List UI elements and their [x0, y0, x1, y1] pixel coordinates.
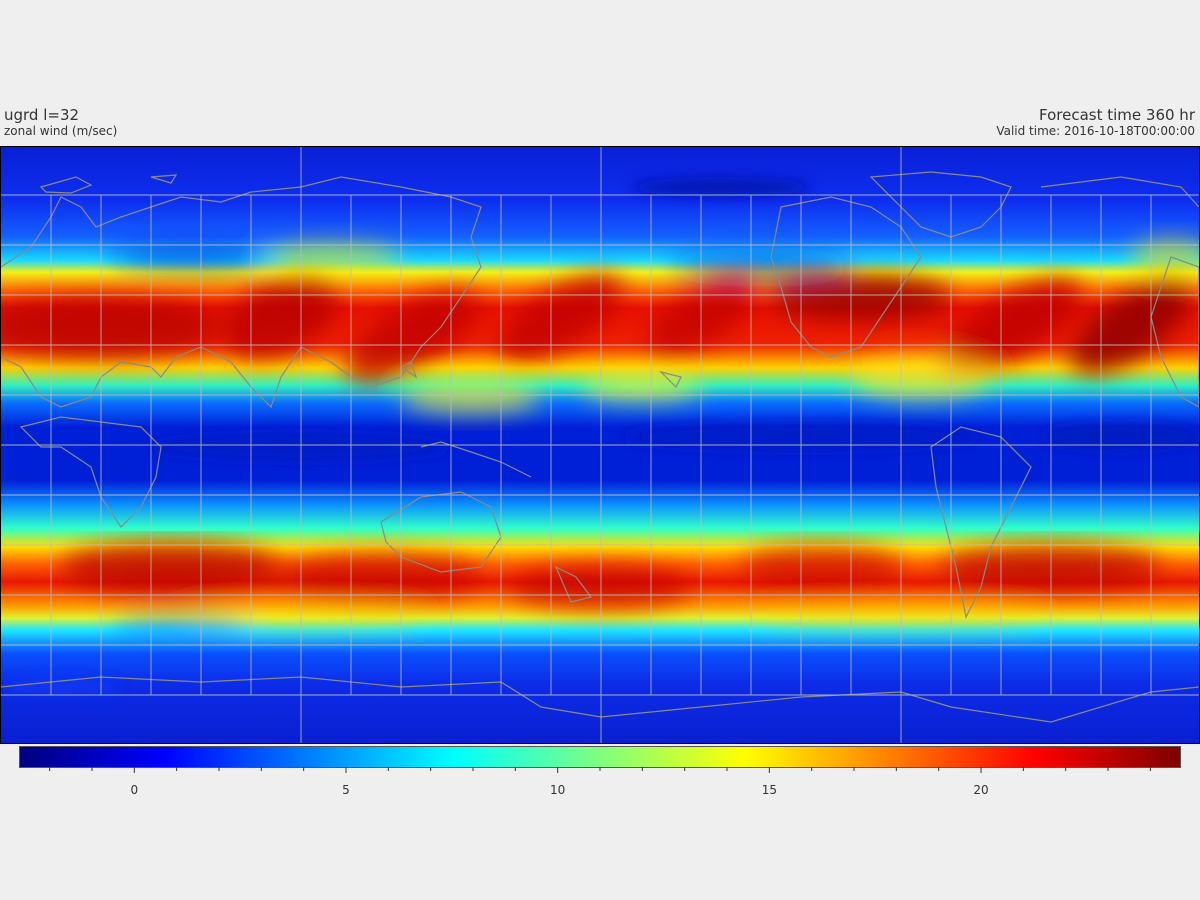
valid-time: Valid time: 2016-10-18T00:00:00 — [996, 124, 1195, 138]
colorbar-tick-label: 20 — [973, 783, 988, 797]
coastlines — [1, 171, 1199, 723]
wind-map[interactable] — [0, 146, 1200, 744]
colorbar-tick-label: 5 — [342, 783, 350, 797]
colorbar-tick-label: 15 — [762, 783, 777, 797]
graticule — [1, 147, 1199, 743]
colorbar-tick-label: 0 — [130, 783, 138, 797]
wind-field-svg — [1, 147, 1199, 743]
map-subtitle: zonal wind (m/sec) — [4, 124, 118, 138]
colorbar-axis: 0 5 10 15 20 — [19, 767, 1181, 807]
southern-jet — [61, 541, 1161, 639]
forecast-time: Forecast time 360 hr — [1039, 106, 1195, 124]
colorbar — [19, 746, 1181, 768]
northern-jet — [1, 239, 1199, 413]
map-title: ugrd l=32 — [4, 106, 80, 124]
colorbar-gradient — [20, 747, 1180, 767]
colorbar-ticks: 0 5 10 15 20 — [49, 767, 1151, 797]
colorbar-tick-label: 10 — [550, 783, 565, 797]
